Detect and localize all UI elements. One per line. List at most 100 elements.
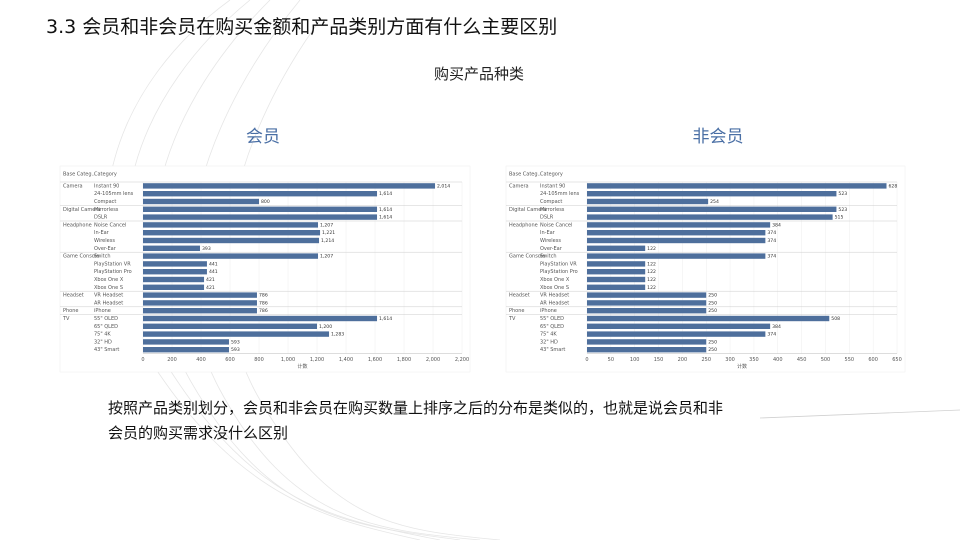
bar: [143, 276, 205, 283]
bar: [143, 191, 378, 197]
category-label: Over-Ear: [540, 246, 563, 252]
data-label: 523: [838, 191, 847, 197]
x-tick-label: 450: [797, 357, 807, 363]
data-label: 1,614: [379, 207, 392, 213]
bar: [143, 315, 378, 322]
x-tick-label: 100: [630, 357, 640, 363]
x-tick-label: 50: [608, 357, 614, 363]
slide-title: 3.3 会员和非会员在购买金额和产品类别方面有什么主要区别: [46, 16, 557, 38]
category-label: Compact: [540, 199, 562, 205]
category-label: 24-105mm lens: [94, 191, 134, 197]
data-label: 593: [231, 347, 240, 353]
data-label: 254: [710, 199, 719, 205]
bar: [143, 300, 257, 306]
data-label: 593: [231, 339, 240, 345]
chart: Base Categ.. Category 0 50 100 150 200 250 300 35…: [505, 165, 906, 373]
group-label: Headset: [63, 293, 84, 299]
data-label: 1,200: [319, 324, 332, 330]
data-label: 1,614: [379, 215, 392, 221]
bar: [143, 237, 320, 244]
data-label: 250: [708, 308, 717, 314]
data-label: 2,014: [437, 183, 450, 189]
data-label: 384: [772, 222, 781, 228]
group-label: Game Console: [63, 254, 99, 260]
x-tick-label: 800: [254, 357, 264, 363]
data-label: 1,283: [331, 332, 344, 338]
data-label: 393: [202, 246, 211, 252]
bar: [587, 308, 707, 314]
group-label: Game Console: [509, 254, 545, 260]
bar: [587, 245, 646, 251]
category-label: Wireless: [540, 238, 561, 244]
bar: [143, 253, 319, 259]
group-label: TV: [62, 316, 70, 322]
x-tick-label: 1,400: [339, 357, 353, 363]
body-text: 按照产品类别划分，会员和非会员在购买数量上排序之后的分布是类似的，也就是说会员和…: [108, 399, 723, 417]
bar: [143, 284, 205, 290]
x-tick-label: 150: [654, 357, 664, 363]
group-label: TV: [508, 316, 516, 322]
x-tick-label: 650: [892, 357, 902, 363]
data-label: 250: [708, 339, 717, 345]
data-label: 1,614: [379, 316, 392, 322]
x-tick-label: 200: [678, 357, 688, 363]
bar: [587, 183, 887, 189]
category-label: iPhone: [94, 308, 111, 314]
category-label: 32" HD: [94, 339, 112, 345]
x-tick-label: 0: [585, 357, 588, 363]
category-label: In-Ear: [94, 230, 110, 236]
category-label: Xbox One X: [540, 277, 570, 283]
x-tick-label: 1,600: [368, 357, 382, 363]
category-label: Mirrorless: [94, 207, 119, 213]
category-label: PlayStation Pro: [94, 269, 132, 275]
data-label: 800: [261, 199, 270, 205]
x-tick-label: 1,000: [281, 357, 295, 363]
category-label: 65" QLED: [540, 324, 564, 330]
x-tick-label: 400: [773, 357, 783, 363]
category-label: PlayStation VR: [94, 261, 131, 267]
bar: [143, 222, 319, 228]
category-label: Instant 90: [540, 183, 565, 189]
column-header: Base Categ..: [63, 172, 95, 178]
bar: [587, 323, 771, 329]
group-label: Headphone: [63, 222, 92, 228]
data-label: 441: [209, 269, 218, 275]
bar: [143, 331, 330, 337]
data-label: 786: [259, 300, 268, 306]
bar: [587, 198, 709, 205]
bar: [587, 206, 837, 212]
x-tick-label: 600: [868, 357, 878, 363]
category-label: VR Headset: [540, 293, 569, 299]
bar: [143, 339, 229, 345]
category-label: 65" QLED: [94, 324, 118, 330]
group-label: Headset: [509, 293, 530, 299]
category-label: Over-Ear: [94, 246, 117, 252]
x-tick-label: 1,800: [397, 357, 411, 363]
category-label: DSLR: [540, 215, 554, 221]
category-label: AR Headset: [94, 300, 123, 306]
x-tick-label: 500: [821, 357, 831, 363]
x-axis-title: 计数: [297, 363, 307, 370]
category-label: PlayStation Pro: [540, 269, 578, 275]
group-label: Digital Camera: [509, 207, 546, 213]
bar: [587, 191, 837, 197]
category-label: Noise Cancel: [94, 222, 126, 228]
bar: [587, 347, 707, 353]
body-text: 会员的购买需求没什么区别: [108, 424, 288, 442]
category-label: Xbox One S: [94, 285, 123, 291]
data-label: 374: [767, 238, 776, 244]
bar: [143, 245, 200, 251]
category-label: 43" Smart: [94, 347, 119, 353]
data-label: 122: [647, 277, 656, 283]
group-label: Phone: [63, 308, 79, 314]
bar: [143, 261, 207, 267]
group-label: Camera: [63, 183, 83, 189]
data-label: 1,207: [320, 254, 333, 260]
category-label: 55" OLED: [540, 316, 564, 322]
x-tick-label: 200: [167, 357, 177, 363]
column-header: Base Categ..: [509, 172, 541, 178]
x-tick-label: 400: [196, 357, 206, 363]
data-label: 508: [831, 316, 840, 322]
data-label: 250: [708, 300, 717, 306]
data-label: 1,221: [322, 230, 335, 236]
